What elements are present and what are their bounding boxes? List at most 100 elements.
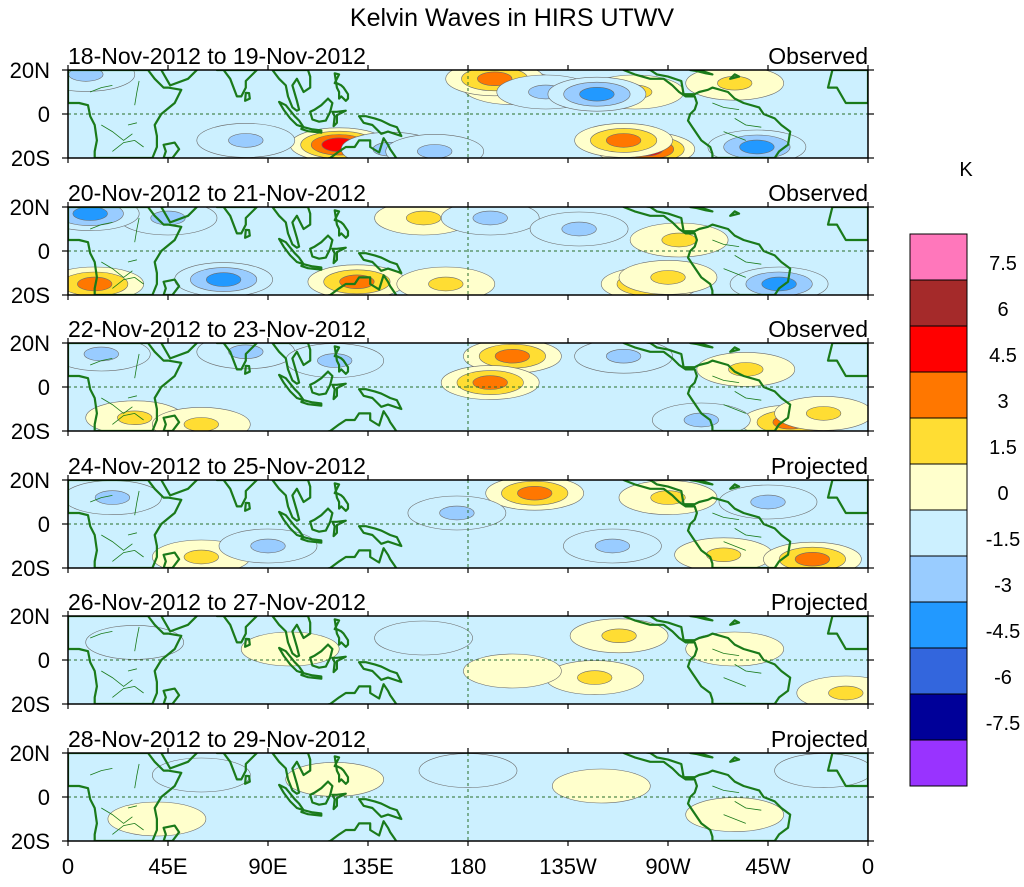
coastline-14 bbox=[622, 70, 792, 158]
anomaly-feature-7 bbox=[152, 407, 251, 431]
coastline-4 bbox=[215, 207, 258, 235]
anomaly-feature-3 bbox=[696, 352, 796, 387]
contour-ring-8 bbox=[517, 485, 553, 501]
coastline-5 bbox=[244, 91, 251, 102]
coastline-2 bbox=[162, 824, 181, 841]
continent-outlines bbox=[68, 616, 868, 704]
contour-ring-7 bbox=[117, 410, 153, 426]
coastline-3 bbox=[160, 70, 199, 87]
coastline-11 bbox=[358, 115, 403, 138]
anomaly-feature-13 bbox=[618, 260, 718, 295]
coastline-2 bbox=[162, 141, 181, 158]
coastline-10 bbox=[331, 109, 347, 128]
border-line-7 bbox=[723, 677, 746, 687]
anomaly-feature-11 bbox=[196, 123, 296, 158]
contour-ring-7 bbox=[805, 406, 842, 421]
contour-ring-6 bbox=[685, 631, 785, 667]
border-line-4 bbox=[90, 631, 113, 639]
colorbar-box bbox=[909, 555, 968, 603]
coastline-14 bbox=[622, 753, 792, 841]
coastline-4 bbox=[215, 480, 258, 508]
coastline-8 bbox=[300, 263, 323, 271]
contour-ring-4 bbox=[317, 353, 353, 368]
coastline-1 bbox=[68, 753, 183, 841]
coastline-11 bbox=[358, 252, 403, 275]
coastline-4 bbox=[215, 753, 258, 781]
anomaly-feature-6 bbox=[68, 480, 162, 515]
contour-ring-7 bbox=[661, 232, 697, 248]
coastline-5 bbox=[244, 364, 251, 375]
panel-stack: 20N 0 20S 18-Nov-2012 to 19-Nov-2012 Observe… bbox=[10, 43, 874, 854]
coastline-8 bbox=[300, 126, 323, 134]
border-line-2 bbox=[101, 807, 133, 824]
coastline-14 bbox=[622, 343, 792, 431]
contour-ring-5 bbox=[374, 620, 473, 656]
border-line-5 bbox=[112, 549, 144, 562]
continent-outlines bbox=[68, 343, 868, 431]
colorbar-box bbox=[909, 693, 968, 741]
anomaly-feature-11 bbox=[529, 211, 629, 247]
contour-ring-7 bbox=[601, 628, 637, 643]
border-line-3 bbox=[127, 532, 137, 536]
border-line-3 bbox=[127, 259, 137, 263]
y-tick-label: 20S bbox=[11, 692, 50, 717]
anomaly-feature-3 bbox=[574, 123, 673, 158]
panel-status-label: Observed bbox=[768, 43, 868, 69]
coastline-13 bbox=[333, 618, 350, 648]
border-line-3 bbox=[127, 122, 137, 126]
colorbar-level-label: 3 bbox=[997, 391, 1008, 413]
anomaly-feature-3 bbox=[685, 797, 785, 832]
anomaly-feature-7 bbox=[85, 625, 184, 660]
x-tick-label: 90W bbox=[645, 854, 690, 879]
coastline-13 bbox=[333, 72, 350, 102]
border-line-1 bbox=[134, 763, 140, 789]
coastline-10 bbox=[331, 382, 347, 401]
border-line-2 bbox=[101, 124, 133, 141]
coastline-11 bbox=[358, 798, 403, 821]
coastline-6 bbox=[271, 207, 312, 249]
coastline-12 bbox=[325, 547, 398, 568]
y-tick-label: 0 bbox=[38, 512, 50, 537]
border-line-6 bbox=[734, 255, 762, 265]
coastline-14 bbox=[622, 616, 792, 704]
border-line-1 bbox=[134, 80, 140, 106]
y-tick-label: 20S bbox=[11, 556, 50, 581]
coastline-13 bbox=[333, 345, 350, 375]
border-line-4 bbox=[90, 85, 113, 93]
border-line-1 bbox=[134, 626, 140, 652]
coastline-17 bbox=[826, 343, 868, 378]
continent-outlines bbox=[68, 207, 868, 295]
border-line-7 bbox=[723, 814, 746, 824]
border-line-3 bbox=[127, 395, 137, 399]
coastline-17 bbox=[826, 753, 868, 788]
coastline-6 bbox=[271, 480, 312, 522]
contour-ring-4 bbox=[228, 133, 264, 148]
coastline-6 bbox=[271, 616, 312, 658]
coastline-1 bbox=[68, 616, 183, 704]
coastline-1 bbox=[68, 207, 183, 295]
y-tick-label: 0 bbox=[38, 375, 50, 400]
contour-ring-8 bbox=[605, 133, 642, 148]
colorbar-box bbox=[909, 417, 968, 465]
coastline-9 bbox=[309, 234, 334, 260]
coastline-16 bbox=[729, 346, 741, 353]
contour-ring-6 bbox=[551, 768, 651, 804]
coastline-2 bbox=[162, 414, 181, 431]
colorbar-box bbox=[909, 279, 968, 327]
panel-plot-area bbox=[68, 343, 868, 431]
chart-title: Kelvin Waves in HIRS UTWV bbox=[350, 4, 674, 32]
border-line-2 bbox=[101, 397, 133, 414]
colorbar-box bbox=[909, 509, 968, 557]
anomaly-feature-4 bbox=[685, 631, 785, 667]
y-tick-label: 20N bbox=[10, 741, 50, 766]
border-line-2 bbox=[101, 534, 133, 551]
coastline-5 bbox=[244, 637, 251, 648]
border-line-7 bbox=[723, 268, 746, 278]
colorbar-box bbox=[909, 601, 968, 649]
coastline-8 bbox=[300, 536, 323, 544]
coastline-16 bbox=[729, 73, 741, 80]
border-line-6 bbox=[734, 391, 762, 401]
x-tick-label: 180 bbox=[450, 854, 487, 879]
anomaly-feature-12 bbox=[729, 266, 829, 295]
anomaly-feature-10 bbox=[440, 207, 540, 236]
